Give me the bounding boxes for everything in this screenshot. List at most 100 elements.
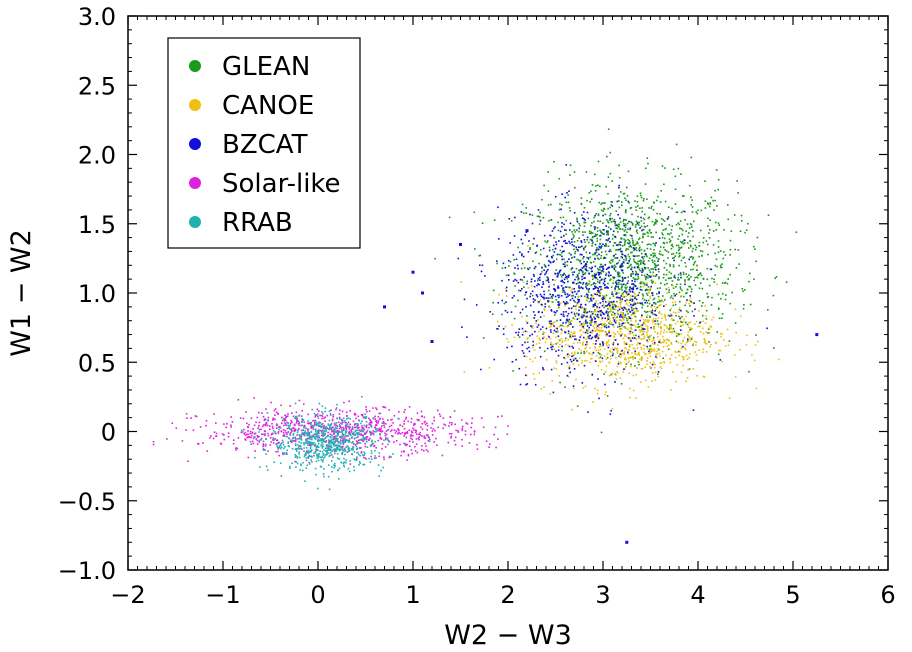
- data-point: [624, 240, 627, 242]
- data-point: [292, 437, 294, 440]
- data-point: [327, 446, 329, 448]
- data-point: [654, 252, 656, 255]
- data-point: [599, 238, 602, 241]
- data-point: [707, 328, 710, 330]
- data-point: [573, 171, 576, 173]
- data-point: [383, 305, 386, 309]
- data-point: [574, 357, 577, 360]
- data-point: [319, 429, 321, 432]
- data-point: [272, 419, 274, 421]
- data-point: [547, 281, 550, 284]
- data-point: [314, 437, 316, 439]
- series-canoe: [460, 244, 780, 411]
- data-point: [562, 287, 565, 289]
- data-point: [628, 242, 630, 245]
- data-point: [656, 320, 659, 322]
- data-point: [307, 455, 310, 458]
- data-point: [289, 424, 292, 426]
- data-point: [619, 319, 621, 321]
- data-point: [623, 238, 625, 241]
- data-point: [570, 307, 573, 310]
- data-point: [563, 272, 565, 275]
- data-point: [719, 349, 722, 352]
- data-point: [625, 209, 627, 211]
- data-point: [705, 240, 708, 242]
- data-point: [274, 414, 276, 416]
- data-point: [625, 302, 628, 305]
- data-point: [723, 282, 726, 284]
- data-point: [597, 220, 599, 222]
- data-point: [454, 423, 456, 426]
- data-point: [704, 207, 707, 209]
- data-point: [627, 228, 629, 230]
- data-point: [553, 160, 555, 163]
- data-point: [612, 352, 614, 355]
- data-point: [290, 419, 292, 422]
- data-point: [582, 344, 584, 346]
- data-point: [674, 303, 677, 306]
- data-point: [639, 358, 641, 361]
- data-point: [648, 302, 651, 305]
- data-point: [614, 224, 617, 227]
- data-point: [568, 207, 571, 209]
- data-point: [742, 307, 745, 310]
- data-point: [397, 432, 399, 435]
- data-point: [307, 444, 309, 446]
- data-point: [554, 226, 556, 228]
- data-point: [621, 323, 624, 325]
- data-point: [323, 427, 325, 430]
- data-point: [381, 422, 384, 424]
- data-point: [551, 256, 553, 259]
- data-point: [624, 223, 627, 225]
- data-point: [578, 309, 580, 312]
- data-point: [307, 428, 310, 431]
- data-point: [321, 461, 324, 463]
- data-point: [640, 348, 643, 350]
- data-point: [616, 262, 618, 265]
- data-point: [710, 343, 712, 346]
- data-point: [341, 433, 344, 435]
- data-point: [579, 320, 581, 323]
- data-point: [602, 300, 604, 303]
- data-point: [337, 433, 339, 435]
- data-point: [643, 274, 646, 277]
- data-point: [227, 435, 230, 438]
- data-point: [558, 325, 561, 328]
- data-point: [324, 437, 327, 439]
- data-point: [461, 425, 464, 428]
- data-point: [534, 314, 536, 316]
- data-point: [572, 363, 575, 365]
- data-point: [314, 415, 317, 417]
- data-point: [674, 356, 677, 359]
- data-point: [346, 435, 349, 437]
- data-point: [709, 268, 712, 270]
- data-point: [332, 437, 335, 439]
- data-point: [411, 270, 415, 274]
- data-point: [646, 302, 648, 304]
- data-point: [320, 456, 322, 459]
- data-point: [583, 239, 586, 241]
- data-point: [608, 237, 610, 240]
- data-point: [549, 306, 551, 308]
- data-point: [610, 321, 613, 324]
- data-point: [558, 294, 560, 297]
- data-point: [615, 348, 618, 351]
- data-point: [310, 430, 313, 433]
- data-point: [557, 274, 559, 276]
- data-point: [390, 456, 392, 458]
- data-point: [628, 245, 630, 248]
- data-point: [333, 441, 335, 443]
- data-point: [556, 342, 559, 344]
- data-point: [586, 341, 588, 343]
- data-point: [567, 276, 570, 278]
- data-point: [255, 421, 257, 424]
- data-point: [380, 431, 383, 433]
- data-point: [621, 269, 624, 272]
- data-point: [564, 291, 566, 294]
- data-point: [365, 416, 368, 418]
- data-point: [342, 440, 344, 443]
- data-point: [637, 342, 639, 344]
- data-point: [383, 424, 385, 427]
- data-point: [329, 445, 332, 448]
- data-point: [354, 423, 356, 425]
